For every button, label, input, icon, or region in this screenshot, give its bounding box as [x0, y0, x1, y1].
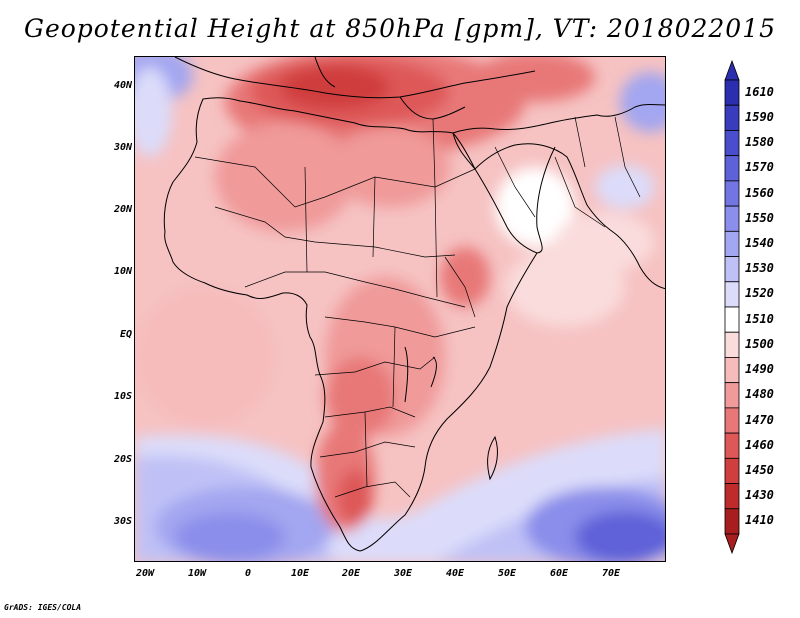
lon-label: 0 [244, 568, 252, 579]
lat-label: 20S [113, 454, 132, 465]
colorbar-label: 1520 [745, 286, 774, 301]
lon-label: 10W [187, 568, 207, 579]
colorbar [724, 60, 740, 554]
colorbar-top-arrow [724, 60, 740, 81]
colorbar-swatch [724, 281, 740, 308]
colorbar-bottom-arrow [724, 533, 740, 554]
country-borders [194, 116, 641, 498]
lon-label: 70E [601, 568, 621, 579]
colorbar-label: 1540 [745, 235, 774, 250]
colorbar-swatch [724, 230, 740, 257]
colorbar-swatch [724, 432, 740, 459]
colorbar-swatch [724, 79, 740, 106]
colorbar-label: 1530 [745, 261, 774, 276]
lat-label: 30N [113, 142, 132, 153]
colorbar-swatch [724, 357, 740, 384]
colorbar-label: 1510 [745, 311, 774, 326]
colorbar-swatch [724, 256, 740, 283]
colorbar-label: 1500 [745, 336, 774, 351]
colorbar-label: 1480 [745, 387, 774, 402]
colorbar-label: 1490 [745, 362, 774, 377]
lat-label: EQ [119, 329, 132, 340]
colorbar-swatch [724, 205, 740, 232]
lon-label: 50E [497, 568, 517, 579]
colorbar-swatch [724, 457, 740, 484]
height-field [135, 57, 665, 561]
lon-label: 30E [393, 568, 413, 579]
lon-label: 60E [549, 568, 569, 579]
map-plot-area [134, 56, 666, 562]
colorbar-swatch [724, 382, 740, 409]
colorbar-swatch [724, 407, 740, 434]
colorbar-label: 1470 [745, 412, 774, 427]
colorbar-swatch [724, 306, 740, 333]
colorbar-label: 1460 [745, 437, 774, 452]
colorbar-swatch [724, 104, 740, 131]
colorbar-label: 1590 [745, 109, 774, 124]
lat-label: 30S [113, 516, 132, 527]
lat-label: 10N [113, 266, 132, 277]
coastlines [163, 57, 665, 552]
lon-label: 10E [290, 568, 310, 579]
lon-label: 20W [135, 568, 155, 579]
colorbar-label: 1450 [745, 462, 774, 477]
lat-label: 10S [113, 391, 132, 402]
colorbar-swatch [724, 155, 740, 182]
lon-label: 40E [445, 568, 465, 579]
colorbar-label: 1550 [745, 210, 774, 225]
map-title: Geopotential Height at 850hPa [gpm], VT:… [23, 14, 777, 43]
lon-label: 20E [341, 568, 361, 579]
colorbar-swatch [724, 483, 740, 510]
colorbar-swatch [724, 130, 740, 157]
colorbar-swatch [724, 180, 740, 207]
colorbar-swatch [724, 331, 740, 358]
colorbar-label: 1610 [745, 84, 774, 99]
colorbar-label: 1570 [745, 160, 774, 175]
lat-label: 20N [113, 204, 132, 215]
colorbar-label: 1410 [745, 513, 774, 528]
geopotential-map [135, 57, 665, 561]
colorbar-label: 1580 [745, 135, 774, 150]
colorbar-swatch [724, 508, 740, 535]
lat-label: 40N [113, 80, 132, 91]
grads-credit: GrADS: IGES/COLA [4, 603, 82, 612]
colorbar-label: 1430 [745, 488, 774, 503]
colorbar-label: 1560 [745, 185, 774, 200]
